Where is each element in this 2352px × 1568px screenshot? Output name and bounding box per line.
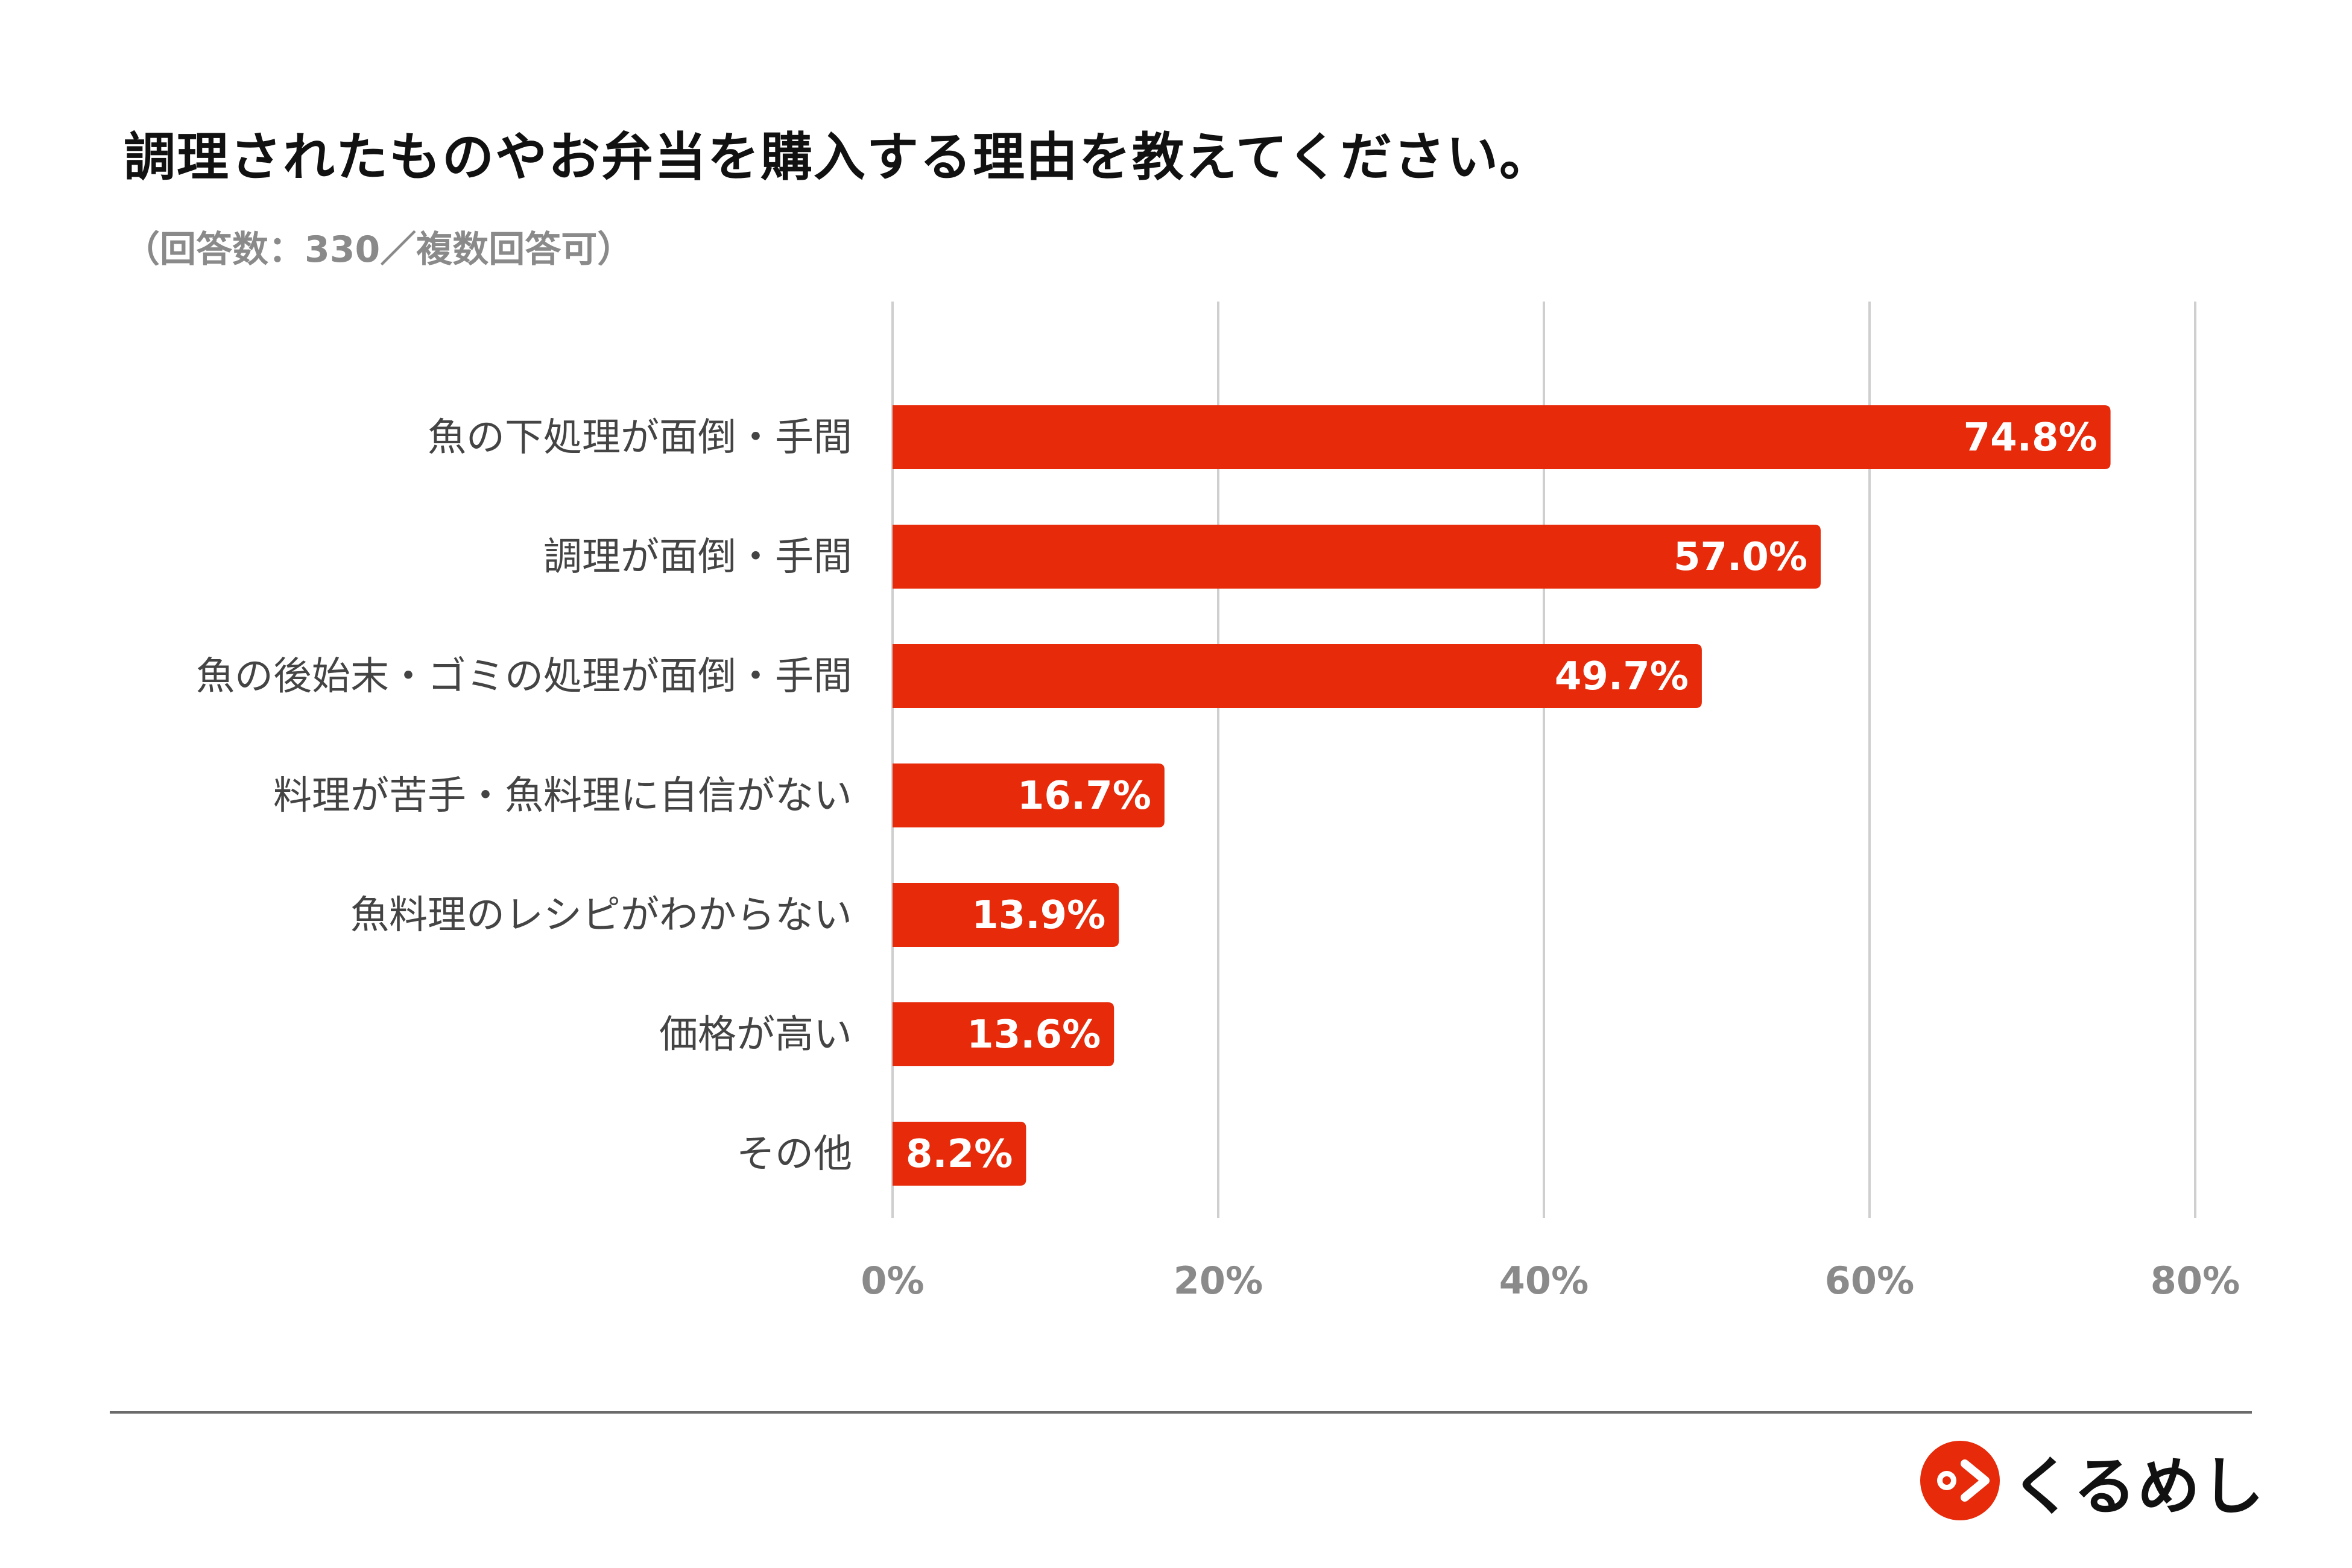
bar-6 xyxy=(893,1122,1026,1186)
bar-4 xyxy=(893,883,1119,947)
footer-divider xyxy=(110,1411,2252,1414)
category-labels: 魚の下処理が面倒・手間調理が面倒・手間魚の後始末・ゴミの処理が面倒・手間料理が苦… xyxy=(196,416,852,1177)
chart-subtitle: （回答数：330／複数回答可） xyxy=(124,229,634,271)
bar-3 xyxy=(893,763,1165,827)
bar-value-label: 13.6% xyxy=(967,1013,1101,1057)
x-tick-label: 60% xyxy=(1825,1259,1914,1303)
category-label: 料理が苦手・魚料理に自信がない xyxy=(273,774,852,818)
x-tick-label: 40% xyxy=(1499,1259,1589,1303)
x-tick-label: 20% xyxy=(1174,1259,1263,1303)
bar-chart: 74.8% 57.0% 49.7% 16.7% 13.9% 13.6% 8.2% 魚の下処理… xyxy=(196,302,2240,1303)
bar-0 xyxy=(893,405,2111,469)
bar-value-label: 13.9% xyxy=(972,893,1105,938)
x-axis-tick-labels: 0% 20% 40% 60% 80% xyxy=(861,1259,2240,1303)
bar-value-label: 74.8% xyxy=(1964,416,2098,460)
category-label: その他 xyxy=(736,1132,852,1177)
x-tick-label: 80% xyxy=(2151,1259,2240,1303)
bar-value-label: 16.7% xyxy=(1017,774,1151,818)
logo-text: くるめし xyxy=(2011,1449,2265,1523)
bar-value-label: 49.7% xyxy=(1555,654,1689,699)
chart-title: 調理されたものやお弁当を購入する理由を教えてください。 xyxy=(124,127,1553,188)
category-label: 価格が高い xyxy=(659,1013,852,1057)
x-tick-label: 0% xyxy=(861,1259,924,1303)
category-label: 調理が面倒・手間 xyxy=(543,535,852,580)
bar-value-label: 57.0% xyxy=(1674,535,1807,580)
category-label: 魚の後始末・ゴミの処理が面倒・手間 xyxy=(196,654,852,699)
bar-5 xyxy=(893,1002,1114,1066)
category-label: 魚の下処理が面倒・手間 xyxy=(428,416,852,460)
category-label: 魚料理のレシピがわからない xyxy=(350,893,852,938)
bars: 74.8% 57.0% 49.7% 16.7% 13.9% 13.6% 8.2% xyxy=(893,405,2111,1186)
bar-value-label: 8.2% xyxy=(906,1132,1013,1177)
brand-logo: くるめし xyxy=(1918,1438,2265,1523)
bar-2 xyxy=(893,644,1702,708)
kurumeshi-logo-icon xyxy=(1920,1441,2000,1520)
bar-1 xyxy=(893,525,1821,589)
